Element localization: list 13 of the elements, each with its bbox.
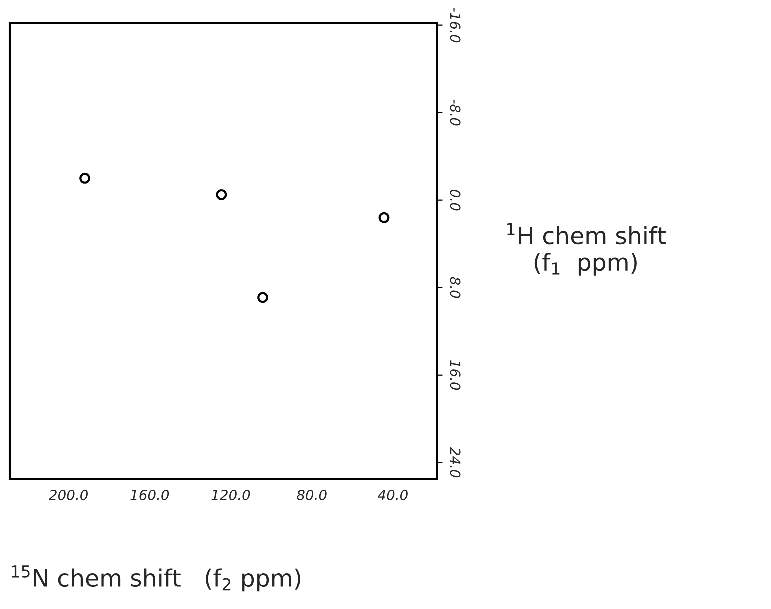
x-tick-label: 160.0 [130, 490, 170, 500]
x-axis-title: $^{15}$N chem shift (f$_{2}$ ppm) [12, 566, 301, 592]
y-tick-label: 16.0 [450, 360, 461, 390]
y-tick-label: 8.0 [450, 277, 461, 298]
x-tick-label: 80.0 [297, 490, 327, 500]
x-tick-label: 120.0 [212, 490, 250, 500]
x-tick-label: 40.0 [378, 490, 408, 500]
y-tick-label: 0.0 [450, 190, 461, 211]
x-tick-label: 200.0 [48, 490, 88, 500]
y-tick-label: -16.0 [450, 8, 461, 43]
y-tick-label: -8.0 [450, 100, 461, 126]
y-tick-label: 24.0 [450, 447, 461, 478]
y-axis-title: $^{1}$H chem shift (f$_{1}$ ppm) [508, 223, 666, 276]
